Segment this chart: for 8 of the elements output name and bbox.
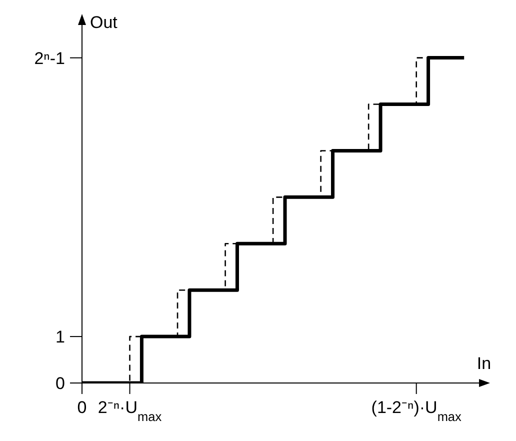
y-tick-label: 2ⁿ-1 bbox=[34, 48, 65, 68]
x-tick-label: (1-2⁻ⁿ)·U$_{max}$ bbox=[371, 398, 462, 424]
y-axis-title: Out bbox=[90, 13, 118, 32]
y-tick-label: 1 bbox=[56, 328, 65, 347]
x-tick-label: 2⁻ⁿ·U$_{max}$ bbox=[98, 398, 162, 424]
x-axis-title: In bbox=[476, 354, 492, 373]
x-tick-label: 0 bbox=[77, 398, 87, 417]
y-tick-label: 0 bbox=[56, 374, 65, 393]
